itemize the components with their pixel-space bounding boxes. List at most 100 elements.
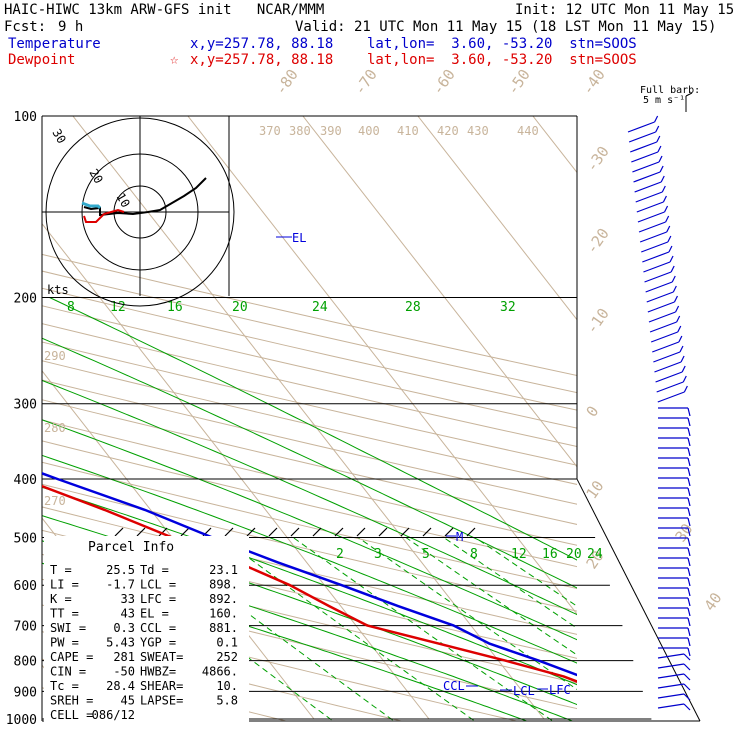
wind-barb-feather: [657, 145, 662, 153]
wind-barb-feather: [683, 683, 691, 691]
mixing-ratio-label: 16: [542, 547, 558, 562]
wind-barb-feather: [687, 607, 691, 617]
dry-adiabat-line: [42, 360, 577, 485]
hodograph-ring-label: 30: [49, 127, 68, 147]
pressure-tick-label: 300: [14, 398, 37, 413]
wind-barb-feather: [687, 517, 691, 527]
wind-barb-feather: [670, 265, 675, 273]
isotherm-label: 10: [583, 477, 608, 502]
parcel-label: LFC =: [140, 592, 176, 606]
mixing-ratio-label: 24: [587, 547, 603, 562]
wind-barb-feather: [667, 235, 672, 243]
parcel-label: LCL =: [140, 578, 176, 592]
wind-barb: [657, 683, 685, 689]
wind-barb-feather: [676, 315, 681, 323]
dry-adiabat-line: [42, 305, 577, 429]
wind-barb: [629, 141, 658, 153]
wind-barb-feather: [678, 335, 683, 343]
parcel-value: 0.3: [113, 621, 135, 635]
pressure-tick-label: 1000: [6, 713, 37, 728]
wind-barb-feather: [687, 497, 691, 507]
isotherm-label: -50: [504, 66, 534, 99]
wind-barb-feather: [687, 457, 691, 467]
wind-barb-feather: [682, 375, 687, 383]
isotherm-line: [417, 116, 577, 321]
isotherm-label: 40: [701, 589, 726, 614]
wind-barb: [657, 663, 685, 669]
right-axis-slant: [576, 478, 701, 722]
wind-barb-feather: [672, 285, 677, 293]
parcel-label: TT =: [50, 607, 79, 621]
parcel-label: HWBZ=: [140, 665, 176, 679]
wind-barb-feather: [687, 407, 691, 417]
freezing-level-hatch: [246, 527, 256, 537]
el-level-label: EL: [292, 231, 306, 245]
mixing-ratio-label: 12: [511, 547, 527, 562]
parcel-info-box: Parcel Info T = 25.5 Td = 23.1 LI = -1.7 LCL = 8…: [44, 536, 249, 722]
wind-barb-feather: [671, 275, 676, 283]
moist-adiabat-line: [42, 454, 577, 664]
wind-barb-feather: [687, 467, 691, 477]
isotherm-label: -10: [583, 305, 613, 338]
freezing-level-hatch: [422, 527, 432, 537]
hodograph-ring-label: 10: [113, 191, 132, 211]
mixing-ratio-label: 20: [566, 547, 582, 562]
wind-barb-feather: [679, 345, 684, 353]
parcel-label: SWI =: [50, 621, 86, 635]
wind-barb-feather: [687, 617, 691, 627]
parcel-label: YGP =: [140, 636, 176, 650]
moist-adiabat-label: 28: [405, 300, 421, 315]
parcel-value: 28.4: [106, 679, 135, 693]
lfc-level-label: LFC: [549, 683, 571, 697]
wind-barb: [657, 703, 685, 709]
isotherm-line: [532, 116, 577, 174]
m-level-label: M: [456, 530, 463, 544]
theta-label: 270: [44, 494, 66, 508]
barb-legend-flag: [685, 92, 693, 97]
wind-barbs: Full barb:5 m s⁻¹: [627, 85, 700, 711]
wind-barb-feather: [687, 527, 691, 537]
star-icon: ☆: [170, 52, 179, 68]
wind-barb: [632, 161, 660, 173]
wind-barb-feather: [675, 305, 680, 313]
wind-barb: [647, 301, 675, 313]
parcel-value: 281: [113, 650, 135, 664]
parcel-label: Td =: [140, 563, 169, 577]
wind-barb: [646, 291, 674, 303]
dewpoint-legend: Dewpoint: [8, 52, 76, 68]
hodograph-units: kts: [47, 283, 69, 297]
theta-label: 280: [44, 421, 66, 435]
wind-barb-feather: [660, 175, 665, 183]
dry-adiabat-line: [42, 631, 404, 721]
dry-adiabat-line: [42, 578, 577, 710]
pressure-tick-label: 200: [14, 292, 37, 307]
parcel-value: 25.5: [106, 563, 135, 577]
parcel-value: 898.: [209, 578, 238, 592]
theta-label: 390: [320, 124, 342, 138]
parcel-box-bg: [44, 536, 249, 722]
pressure-tick-label: 700: [14, 620, 37, 635]
dry-adiabat-line: [42, 270, 577, 394]
mixing-ratio-line: [443, 537, 577, 629]
wind-barb: [657, 653, 685, 659]
dewpoint-line: [42, 484, 577, 683]
wind-barb: [641, 241, 669, 253]
wind-barb: [650, 331, 678, 343]
parcel-value: 086/12: [92, 708, 135, 722]
wind-barb-feather: [687, 437, 691, 447]
wind-barb: [657, 693, 685, 699]
isotherm-label: 0: [583, 403, 603, 421]
moist-adiabat-line: [42, 515, 577, 706]
wind-barb-feather: [681, 365, 686, 373]
isotherm-label: -80: [272, 66, 302, 99]
temperature-legend: Temperature: [8, 36, 101, 52]
parcel-label: CCL =: [140, 621, 176, 635]
theta-label: 420: [437, 124, 459, 138]
pressure-tick-label: 500: [14, 531, 37, 546]
parcel-label: SREH =: [50, 694, 93, 708]
wind-barb-feather: [687, 507, 691, 517]
parcel-value: 160.: [209, 607, 238, 621]
dry-adiabat-line: [42, 604, 519, 721]
freezing-level-hatch: [268, 527, 278, 537]
freezing-level-hatch: [444, 527, 454, 537]
